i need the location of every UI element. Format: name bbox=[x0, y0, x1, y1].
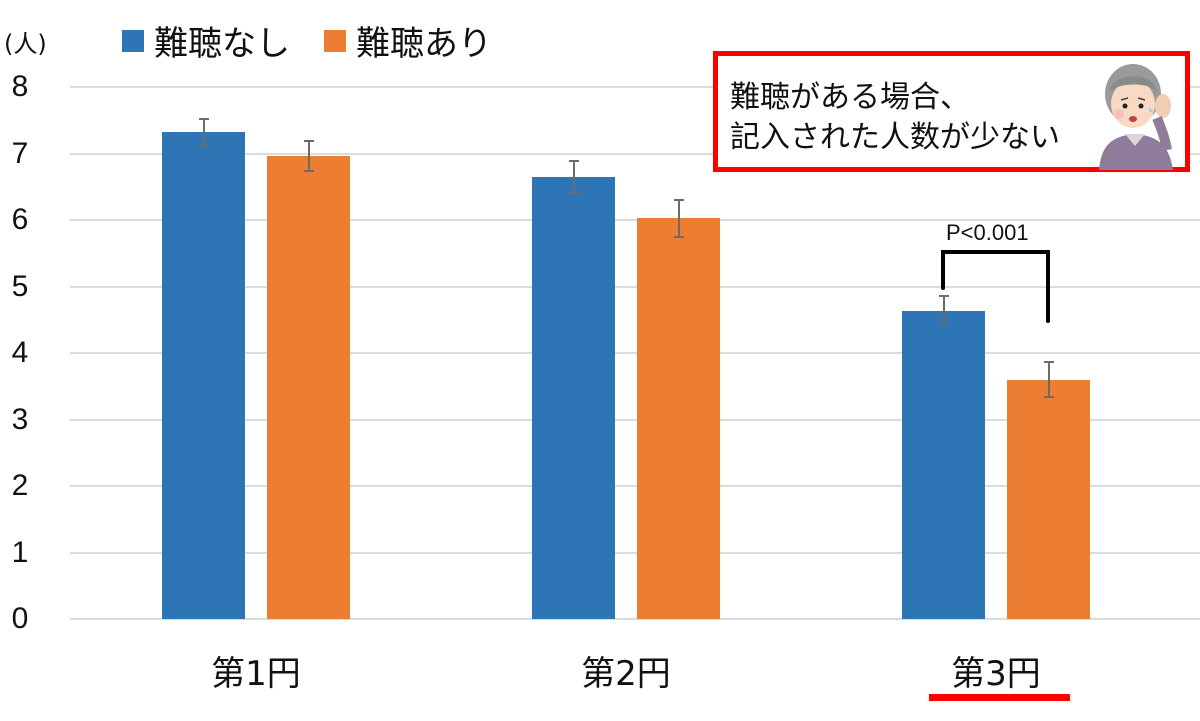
bar-group1-no-hearing-loss bbox=[162, 132, 245, 619]
callout-text: 難聴がある場合、 記入された人数が少ない bbox=[730, 78, 1060, 158]
group3-red-underline bbox=[929, 694, 1070, 701]
legend-label: 難聴なし bbox=[154, 24, 290, 64]
error-bar bbox=[573, 161, 575, 193]
callout-line-2: 記入された人数が少ない bbox=[730, 120, 1060, 155]
callout-box: 難聴がある場合、 記入された人数が少ない bbox=[713, 51, 1190, 172]
y-tick: 6 bbox=[11, 203, 29, 236]
error-bar bbox=[308, 141, 310, 171]
x-label-group1: 第1円 bbox=[211, 654, 301, 694]
error-bar bbox=[203, 119, 205, 146]
elderly-person-cupping-ear-icon bbox=[1099, 64, 1173, 170]
gridline-8 bbox=[70, 86, 1200, 88]
y-tick: 8 bbox=[11, 70, 29, 103]
y-axis-unit-label: (人) bbox=[4, 30, 47, 58]
legend-label: 難聴あり bbox=[356, 24, 492, 64]
y-tick: 7 bbox=[11, 137, 29, 170]
y-tick: 5 bbox=[11, 270, 29, 303]
error-bar-cap bbox=[569, 192, 579, 194]
error-bar-cap bbox=[674, 199, 684, 201]
error-bar-cap bbox=[199, 118, 209, 120]
y-tick: 2 bbox=[11, 469, 29, 502]
gridline-2 bbox=[70, 485, 1200, 487]
significance-bracket bbox=[941, 250, 1050, 323]
gridline-5 bbox=[70, 286, 1200, 288]
bar-group1-hearing-loss bbox=[267, 156, 350, 619]
legend-swatch-blue bbox=[122, 29, 144, 52]
error-bar-cap bbox=[199, 145, 209, 147]
gridline-1 bbox=[70, 552, 1200, 554]
error-bar bbox=[678, 200, 680, 237]
legend: 難聴なし 難聴あり bbox=[122, 16, 492, 65]
gridline-4 bbox=[70, 352, 1200, 354]
bar-group3-no-hearing-loss bbox=[902, 311, 985, 619]
gridline-3 bbox=[70, 419, 1200, 421]
gridline-6 bbox=[70, 219, 1200, 221]
bar-group2-hearing-loss bbox=[637, 218, 720, 619]
error-bar bbox=[943, 296, 945, 325]
error-bar bbox=[1048, 362, 1050, 397]
callout-line-1: 難聴がある場合、 bbox=[730, 80, 970, 115]
y-tick: 0 bbox=[11, 602, 29, 635]
gridline-7 bbox=[70, 153, 1200, 155]
error-bar-cap bbox=[1044, 396, 1054, 398]
error-bar-cap bbox=[304, 140, 314, 142]
x-label-group3: 第3円 bbox=[951, 654, 1041, 694]
x-label-group2: 第2円 bbox=[581, 654, 671, 694]
legend-item-no-hearing-loss: 難聴なし bbox=[122, 16, 290, 65]
error-bar-cap bbox=[939, 324, 949, 326]
error-bar-cap bbox=[569, 160, 579, 162]
y-tick: 3 bbox=[11, 403, 29, 436]
y-tick: 1 bbox=[11, 536, 29, 569]
gridline-0 bbox=[70, 618, 1200, 620]
p-value-label: P<0.001 bbox=[946, 220, 1029, 245]
error-bar-cap bbox=[1044, 361, 1054, 363]
error-bar-cap bbox=[674, 236, 684, 238]
bar-group2-no-hearing-loss bbox=[532, 177, 615, 619]
error-bar-cap bbox=[939, 295, 949, 297]
error-bar-cap bbox=[304, 170, 314, 172]
legend-swatch-orange bbox=[324, 29, 346, 52]
bar-group3-hearing-loss bbox=[1007, 380, 1090, 619]
legend-item-hearing-loss: 難聴あり bbox=[324, 16, 492, 65]
y-tick: 4 bbox=[11, 336, 29, 369]
